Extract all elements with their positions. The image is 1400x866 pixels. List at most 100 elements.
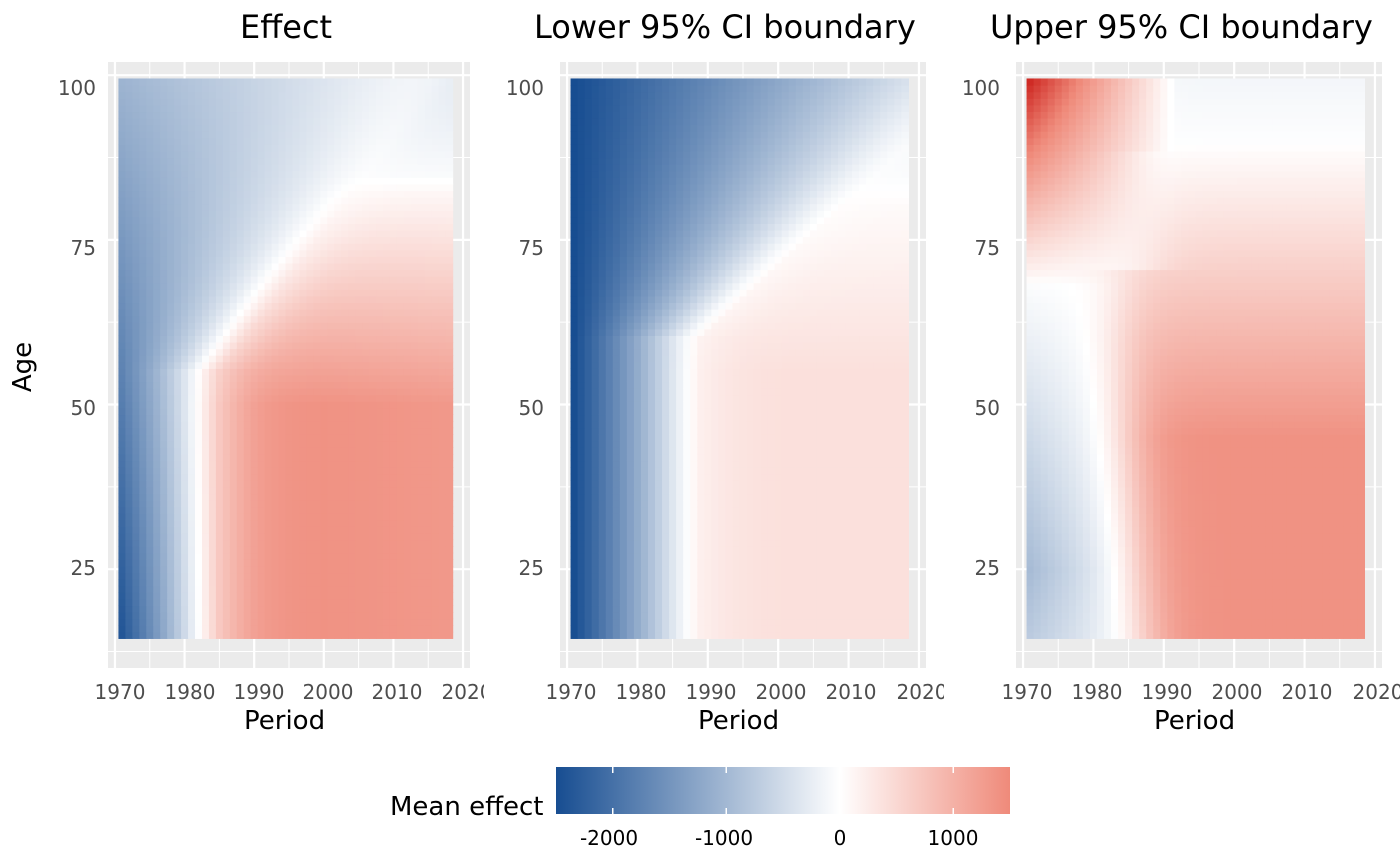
heatmap-cell <box>292 500 301 508</box>
heatmap-cell <box>376 486 384 495</box>
heatmap-cell <box>285 427 294 435</box>
heatmap-cell <box>139 223 147 231</box>
heatmap-cell <box>577 401 586 409</box>
heatmap-cell <box>605 170 614 178</box>
heatmap-cell <box>320 434 328 442</box>
heatmap-cell <box>160 91 168 99</box>
heatmap-cell <box>292 453 301 462</box>
heatmap-cell <box>424 539 433 547</box>
heatmap-cell <box>633 374 642 383</box>
heatmap-cell <box>313 177 321 185</box>
heatmap-cell <box>243 434 252 442</box>
heatmap-cell <box>236 309 245 317</box>
heatmap-cell <box>334 618 342 626</box>
heatmap-cell <box>598 368 607 376</box>
heatmap-cell <box>167 131 175 139</box>
heatmap-cell <box>174 605 182 613</box>
heatmap-cell <box>376 374 384 383</box>
heatmap-cell <box>292 295 301 304</box>
heatmap-cell <box>188 289 196 297</box>
heatmap-cell <box>215 407 224 416</box>
heatmap-cell <box>243 368 252 376</box>
heatmap-cell <box>118 453 126 462</box>
heatmap-cell <box>598 407 607 416</box>
heatmap-cell <box>181 407 189 416</box>
heatmap-cell <box>369 309 377 317</box>
heatmap-cell <box>320 223 328 231</box>
heatmap-cell <box>355 381 363 389</box>
heatmap-cell <box>257 506 266 514</box>
heatmap-cell <box>243 513 252 521</box>
heatmap-cell <box>174 579 182 587</box>
heatmap-cell <box>341 164 349 172</box>
heatmap-cell <box>125 322 133 330</box>
heatmap-cell <box>605 559 614 567</box>
heatmap-cell <box>167 565 175 574</box>
heatmap-cell <box>181 585 189 593</box>
heatmap-cell <box>410 526 419 534</box>
heatmap-cell <box>195 440 203 448</box>
heatmap-cell <box>146 513 154 521</box>
heatmap-cell <box>167 341 175 350</box>
heatmap-cell <box>153 170 161 178</box>
heatmap-cell <box>181 394 189 402</box>
heatmap-cell <box>125 434 133 442</box>
heatmap-cell <box>250 229 259 238</box>
heatmap-cell <box>438 612 447 620</box>
heatmap-cell <box>201 368 210 376</box>
heatmap-cell <box>188 295 196 304</box>
heatmap-cell <box>376 473 384 481</box>
heatmap-cell <box>229 177 238 185</box>
heatmap-cell <box>605 552 614 560</box>
heatmap-cell <box>146 229 154 238</box>
heatmap-cell <box>320 460 328 468</box>
heatmap-cell <box>160 282 168 290</box>
heatmap-cell <box>313 526 321 534</box>
heatmap-cell <box>181 572 189 580</box>
heatmap-cell <box>445 572 454 580</box>
heatmap-cell <box>591 117 600 126</box>
heatmap-cell <box>215 592 224 600</box>
heatmap-cell <box>389 407 398 416</box>
heatmap-cell <box>299 414 307 422</box>
heatmap-cell <box>403 539 412 547</box>
heatmap-cell <box>570 381 579 389</box>
heatmap-cell <box>271 434 280 442</box>
heatmap-cell <box>278 447 287 455</box>
heatmap-cell <box>355 401 363 409</box>
heatmap-cell <box>598 276 607 284</box>
heatmap-cell <box>271 236 280 244</box>
heatmap-cell <box>146 117 154 126</box>
heatmap-cell <box>389 355 398 363</box>
heatmap-cell <box>257 150 266 159</box>
heatmap-cell <box>584 243 593 251</box>
heatmap-cell <box>229 243 238 251</box>
heatmap-cell <box>424 276 433 284</box>
heatmap-cell <box>118 104 126 113</box>
heatmap-cell <box>306 177 314 185</box>
heatmap-cell <box>605 302 614 310</box>
heatmap-cell <box>619 506 628 514</box>
heatmap-cell <box>118 177 126 185</box>
heatmap-cell <box>369 486 377 495</box>
heatmap-cell <box>403 289 412 297</box>
heatmap-cell <box>292 598 301 607</box>
heatmap-cell <box>577 592 586 600</box>
heatmap-cell <box>382 565 391 574</box>
heatmap-cell <box>195 203 203 211</box>
heatmap-cell <box>362 486 370 495</box>
heatmap-cell <box>334 137 342 145</box>
heatmap-cell <box>229 341 238 350</box>
heatmap-cell <box>396 302 405 310</box>
heatmap-cell <box>139 467 147 475</box>
heatmap-cell <box>299 269 307 277</box>
heatmap-cell <box>403 500 412 508</box>
heatmap-cell <box>257 500 266 508</box>
heatmap-cell <box>299 546 307 554</box>
heatmap-cell <box>132 229 140 238</box>
heatmap-cell <box>306 361 314 369</box>
heatmap-cell <box>410 249 419 257</box>
heatmap-cell <box>577 420 586 429</box>
heatmap-cell <box>174 427 182 435</box>
heatmap-cell <box>396 78 405 86</box>
